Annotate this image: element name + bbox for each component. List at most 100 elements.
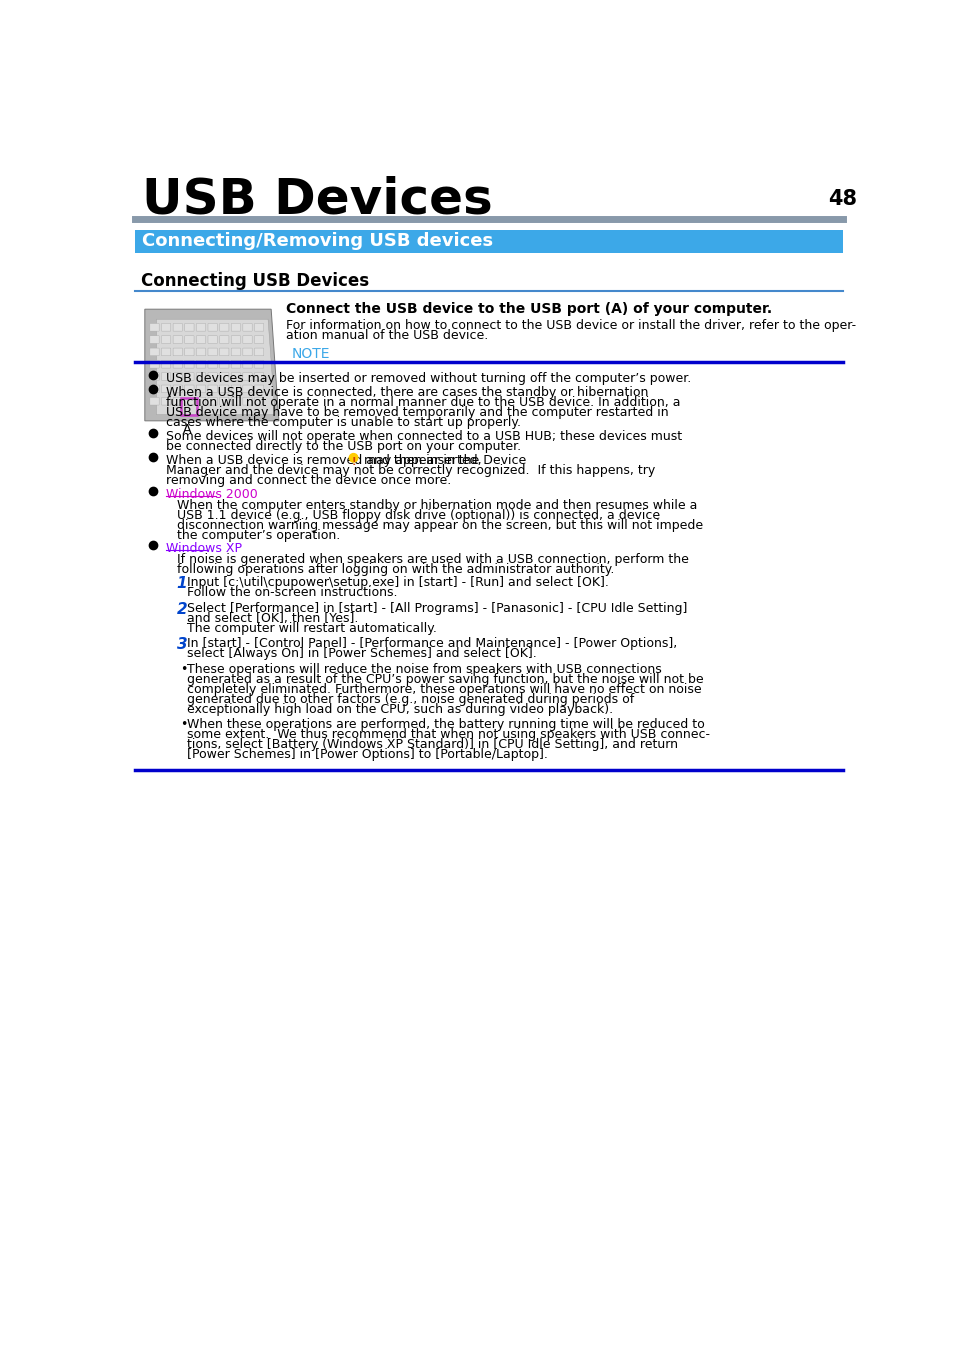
Text: some extent.  We thus recommend that when not using speakers with USB connec-: some extent. We thus recommend that when… [187, 728, 710, 742]
FancyBboxPatch shape [196, 373, 206, 381]
FancyBboxPatch shape [150, 385, 159, 393]
Text: generated as a result of the CPU’s power saving function, but the noise will not: generated as a result of the CPU’s power… [187, 673, 703, 685]
FancyBboxPatch shape [219, 385, 229, 393]
Text: may appear in the Device: may appear in the Device [359, 454, 525, 467]
FancyBboxPatch shape [172, 336, 182, 343]
FancyBboxPatch shape [161, 336, 171, 343]
Text: •: • [179, 662, 187, 676]
Text: For information on how to connect to the USB device or install the driver, refer: For information on how to connect to the… [286, 319, 855, 332]
Bar [134, 230, 842, 253]
Text: Connecting USB Devices: Connecting USB Devices [141, 273, 369, 290]
FancyBboxPatch shape [150, 349, 159, 355]
FancyBboxPatch shape [219, 323, 229, 331]
Text: removing and connect the device once more.: removing and connect the device once mor… [166, 474, 451, 486]
FancyBboxPatch shape [150, 361, 159, 367]
FancyBboxPatch shape [219, 361, 229, 367]
FancyBboxPatch shape [208, 397, 217, 405]
FancyBboxPatch shape [208, 385, 217, 393]
FancyBboxPatch shape [254, 361, 264, 367]
Text: Connecting/Removing USB devices: Connecting/Removing USB devices [142, 232, 493, 250]
Text: Windows 2000: Windows 2000 [166, 488, 257, 501]
FancyBboxPatch shape [243, 349, 252, 355]
FancyBboxPatch shape [243, 323, 252, 331]
Text: [Power Schemes] in [Power Options] to [Portable/Laptop].: [Power Schemes] in [Power Options] to [P… [187, 748, 548, 761]
Text: !: ! [351, 457, 355, 467]
Text: When the computer enters standby or hibernation mode and then resumes while a: When the computer enters standby or hibe… [176, 499, 697, 512]
Text: USB device may have to be removed temporarily and the computer restarted in: USB device may have to be removed tempor… [166, 407, 668, 419]
FancyBboxPatch shape [185, 361, 193, 367]
FancyBboxPatch shape [254, 385, 264, 393]
FancyBboxPatch shape [150, 373, 159, 381]
Text: •: • [179, 719, 187, 731]
FancyBboxPatch shape [172, 385, 182, 393]
Text: Follow the on-screen instructions.: Follow the on-screen instructions. [187, 586, 397, 600]
FancyBboxPatch shape [161, 373, 171, 381]
FancyBboxPatch shape [185, 323, 193, 331]
Text: When a USB device is removed and then inserted,: When a USB device is removed and then in… [166, 454, 481, 467]
FancyBboxPatch shape [254, 323, 264, 331]
FancyBboxPatch shape [196, 323, 206, 331]
FancyBboxPatch shape [161, 349, 171, 355]
FancyBboxPatch shape [231, 361, 240, 367]
Text: generated due to other factors (e.g., noise generated during periods of: generated due to other factors (e.g., no… [187, 693, 634, 705]
FancyBboxPatch shape [243, 336, 252, 343]
Text: If noise is generated when speakers are used with a USB connection, perform the: If noise is generated when speakers are … [176, 553, 688, 566]
Polygon shape [156, 319, 274, 415]
Text: completely eliminated. Furthermore, these operations will have no effect on nois: completely eliminated. Furthermore, thes… [187, 682, 701, 696]
FancyBboxPatch shape [208, 323, 217, 331]
FancyBboxPatch shape [196, 336, 206, 343]
Text: 3: 3 [176, 638, 187, 653]
Text: following operations after logging on with the administrator authority.: following operations after logging on wi… [176, 562, 614, 576]
FancyBboxPatch shape [231, 323, 240, 331]
FancyBboxPatch shape [243, 385, 252, 393]
Text: When a USB device is connected, there are cases the standby or hibernation: When a USB device is connected, there ar… [166, 386, 647, 399]
Text: Windows XP: Windows XP [166, 542, 241, 555]
Text: Connect the USB device to the USB port (A) of your computer.: Connect the USB device to the USB port (… [286, 303, 771, 316]
Text: A: A [183, 423, 192, 436]
FancyBboxPatch shape [231, 373, 240, 381]
FancyBboxPatch shape [208, 336, 217, 343]
Text: cases where the computer is unable to start up properly.: cases where the computer is unable to st… [166, 416, 520, 430]
Text: When these operations are performed, the battery running time will be reduced to: When these operations are performed, the… [187, 719, 704, 731]
FancyBboxPatch shape [231, 336, 240, 343]
Text: be connected directly to the USB port on your computer.: be connected directly to the USB port on… [166, 440, 520, 453]
FancyBboxPatch shape [172, 361, 182, 367]
FancyBboxPatch shape [161, 361, 171, 367]
FancyBboxPatch shape [196, 385, 206, 393]
FancyBboxPatch shape [231, 349, 240, 355]
Text: select [Always On] in [Power Schemes] and select [OK].: select [Always On] in [Power Schemes] an… [187, 647, 537, 661]
FancyBboxPatch shape [254, 336, 264, 343]
Text: NOTE: NOTE [292, 347, 331, 361]
FancyBboxPatch shape [196, 397, 206, 405]
Text: disconnection warning message may appear on the screen, but this will not impede: disconnection warning message may appear… [176, 519, 702, 532]
FancyBboxPatch shape [172, 397, 182, 405]
FancyBboxPatch shape [185, 373, 193, 381]
Text: exceptionally high load on the CPU, such as during video playback).: exceptionally high load on the CPU, such… [187, 703, 613, 716]
Text: USB 1.1 device (e.g., USB floppy disk drive (optional)) is connected, a device: USB 1.1 device (e.g., USB floppy disk dr… [176, 508, 659, 521]
Text: ation manual of the USB device.: ation manual of the USB device. [286, 330, 488, 342]
FancyBboxPatch shape [208, 361, 217, 367]
Text: These operations will reduce the noise from speakers with USB connections: These operations will reduce the noise f… [187, 662, 661, 676]
FancyBboxPatch shape [185, 349, 193, 355]
FancyBboxPatch shape [172, 323, 182, 331]
FancyBboxPatch shape [196, 361, 206, 367]
Polygon shape [145, 309, 278, 422]
FancyBboxPatch shape [243, 361, 252, 367]
FancyBboxPatch shape [243, 373, 252, 381]
Text: Some devices will not operate when connected to a USB HUB; these devices must: Some devices will not operate when conne… [166, 430, 681, 443]
FancyBboxPatch shape [254, 397, 264, 405]
FancyBboxPatch shape [243, 397, 252, 405]
Text: function will not operate in a normal manner due to the USB device. In addition,: function will not operate in a normal ma… [166, 396, 679, 409]
Text: USB devices may be inserted or removed without turning off the computer’s power.: USB devices may be inserted or removed w… [166, 373, 690, 385]
Text: Input [c:\util\cpupower\setup.exe] in [start] - [Run] and select [OK].: Input [c:\util\cpupower\setup.exe] in [s… [187, 577, 609, 589]
FancyBboxPatch shape [172, 349, 182, 355]
FancyBboxPatch shape [185, 336, 193, 343]
Text: 48: 48 [827, 189, 857, 209]
FancyBboxPatch shape [219, 373, 229, 381]
Text: USB Devices: USB Devices [142, 176, 493, 224]
FancyBboxPatch shape [185, 385, 193, 393]
FancyBboxPatch shape [219, 336, 229, 343]
Text: tions, select [Battery (Windows XP Standard)] in [CPU Idle Setting], and return: tions, select [Battery (Windows XP Stand… [187, 738, 678, 751]
FancyBboxPatch shape [208, 373, 217, 381]
Bar [181, 397, 196, 415]
